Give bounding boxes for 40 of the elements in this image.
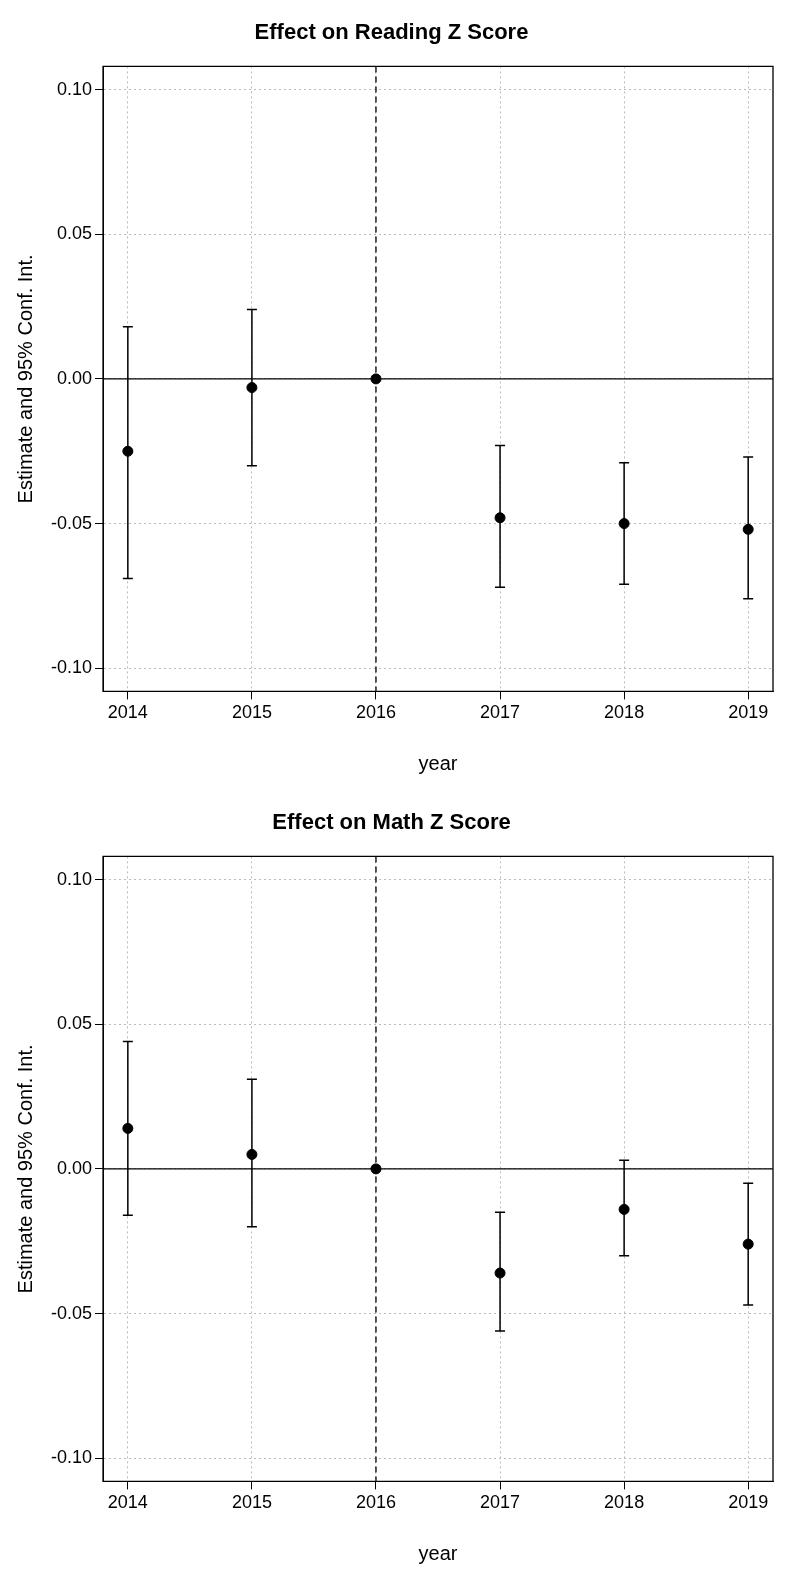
point — [370, 1163, 382, 1175]
y-tick-label: 0.10 — [56, 868, 93, 889]
point — [246, 1148, 258, 1160]
x-tick-label: 2018 — [604, 702, 645, 723]
x-tick-label: 2019 — [728, 702, 769, 723]
point — [246, 382, 258, 394]
point — [618, 518, 630, 530]
point — [122, 445, 134, 457]
point — [742, 1238, 754, 1250]
y-tick-label: 0.00 — [56, 1157, 93, 1178]
x-tick-label: 2015 — [231, 1492, 272, 1513]
x-tick-label: 2016 — [355, 1492, 396, 1513]
x-tick-label: 2018 — [604, 1492, 645, 1513]
y-tick-label: -0.10 — [51, 1447, 93, 1468]
y-tick-label: -0.05 — [51, 1302, 93, 1323]
y-tick-label: -0.10 — [51, 657, 93, 678]
chart-title: Effect on Math Z Score — [272, 809, 511, 835]
point — [494, 1267, 506, 1279]
y-tick-label: 0.05 — [56, 1013, 93, 1034]
x-tick-label: 2015 — [231, 702, 272, 723]
y-tick-label: 0.00 — [56, 367, 93, 388]
chart-title: Effect on Reading Z Score — [254, 19, 529, 45]
x-tick-label: 2017 — [480, 1492, 521, 1513]
point — [122, 1122, 134, 1134]
y-axis-title: Estimate and 95% Conf. Int. — [13, 254, 36, 504]
x-tick-label: 2014 — [107, 1492, 148, 1513]
point — [618, 1203, 630, 1215]
x-tick-label: 2016 — [355, 702, 396, 723]
x-tick-label: 2014 — [107, 702, 148, 723]
x-tick-label: 2019 — [728, 1492, 769, 1513]
point — [742, 523, 754, 535]
y-tick-label: -0.05 — [51, 512, 93, 533]
point — [370, 373, 382, 385]
x-axis-title: year — [418, 751, 458, 774]
point — [494, 512, 506, 524]
y-tick-label: 0.05 — [56, 223, 93, 244]
x-axis-title: year — [418, 1541, 458, 1564]
y-tick-label: 0.10 — [56, 78, 93, 99]
x-tick-label: 2017 — [480, 702, 521, 723]
y-axis-title: Estimate and 95% Conf. Int. — [13, 1044, 36, 1294]
